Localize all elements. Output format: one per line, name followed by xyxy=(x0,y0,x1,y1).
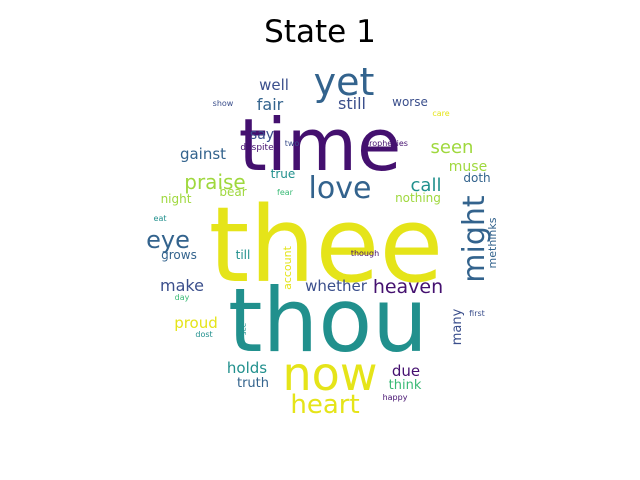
word-care: care xyxy=(432,109,449,118)
word-seen: seen xyxy=(431,137,474,158)
word-eat: eat xyxy=(154,214,167,223)
word-muse: muse xyxy=(449,159,487,175)
word-still: still xyxy=(338,94,366,113)
word-till: till xyxy=(236,248,251,262)
word-praise: praise xyxy=(184,170,245,194)
word-gainst: gainst xyxy=(180,145,226,163)
word-worse: worse xyxy=(392,95,428,109)
word-night: night xyxy=(161,192,192,206)
word-due: due xyxy=(392,362,420,380)
word-whether: whether xyxy=(305,277,368,295)
word-methinks: methinks xyxy=(486,217,499,268)
word-see: see xyxy=(240,323,248,335)
word-two: two xyxy=(285,139,300,148)
word-think: think xyxy=(389,378,422,393)
word-heaven: heaven xyxy=(373,276,443,298)
word-despite: despite xyxy=(240,143,274,153)
word-bear: bear xyxy=(219,185,246,199)
word-first: first xyxy=(469,309,485,318)
word-truth: truth xyxy=(237,376,269,391)
word-nothing: nothing xyxy=(395,191,441,205)
word-day: day xyxy=(175,293,190,302)
word-now: now xyxy=(283,347,378,401)
word-proud: proud xyxy=(174,314,218,332)
chart-title: State 1 xyxy=(264,14,376,50)
word-time: time xyxy=(239,103,402,187)
word-call: call xyxy=(411,175,442,196)
word-prophecies: prophecies xyxy=(364,139,408,148)
word-thou: thou xyxy=(228,269,428,372)
word-might: might xyxy=(457,195,492,283)
word-happy: happy xyxy=(383,393,408,402)
word-well: well xyxy=(259,76,289,94)
word-make: make xyxy=(160,276,204,295)
word-love: love xyxy=(309,171,372,206)
word-though: though xyxy=(351,249,379,258)
word-many: many xyxy=(450,308,465,345)
word-say: say xyxy=(250,127,274,143)
word-doth: doth xyxy=(463,171,490,185)
word-show: show xyxy=(213,99,234,108)
word-true: true xyxy=(271,167,296,181)
word-yet: yet xyxy=(314,60,375,104)
word-holds: holds xyxy=(227,359,267,377)
word-eye: eye xyxy=(146,226,190,254)
word-thee: thee xyxy=(209,184,444,306)
word-heart: heart xyxy=(290,390,359,420)
word-account: account xyxy=(281,245,294,290)
word-dost: dost xyxy=(195,330,212,339)
word-fair: fair xyxy=(257,95,284,114)
word-grows: grows xyxy=(161,248,197,262)
word-fear: fear xyxy=(277,188,294,197)
